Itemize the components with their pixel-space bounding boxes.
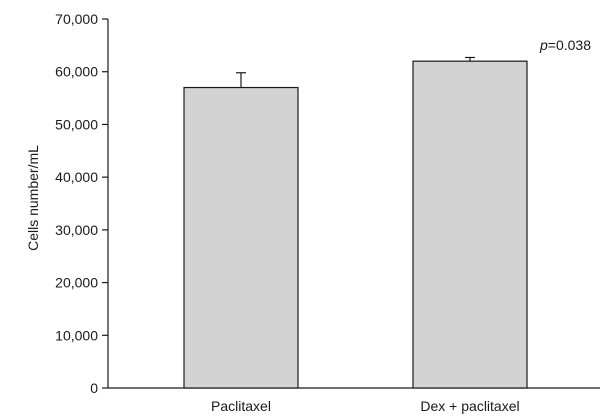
y-tick-label: 10,000 [55, 327, 98, 343]
label-group: 0 10,000 20,000 30,000 40,000 50,000 60,000 70,… [55, 11, 519, 414]
bar [183, 86, 299, 389]
y-tick-label: 40,000 [55, 169, 98, 185]
y-tick-label: 70,000 [55, 11, 98, 27]
y-tick-label: 0 [90, 380, 98, 396]
x-category-label: Dex + paclitaxel [420, 398, 519, 414]
y-tick-label: 20,000 [55, 275, 98, 291]
y-tick-label: 30,000 [55, 222, 98, 238]
y-axis-label: Cells number/mL [25, 145, 41, 251]
p-symbol: p [539, 37, 548, 53]
y-tick-label: 60,000 [55, 64, 98, 80]
x-category-label: Paclitaxel [211, 398, 271, 414]
y-tick-label: 50,000 [55, 116, 98, 132]
p-value: =0.038 [548, 37, 591, 53]
bar [412, 60, 528, 389]
p-value-annotation: p=0.038 [539, 37, 591, 53]
bar-group [183, 56, 528, 389]
